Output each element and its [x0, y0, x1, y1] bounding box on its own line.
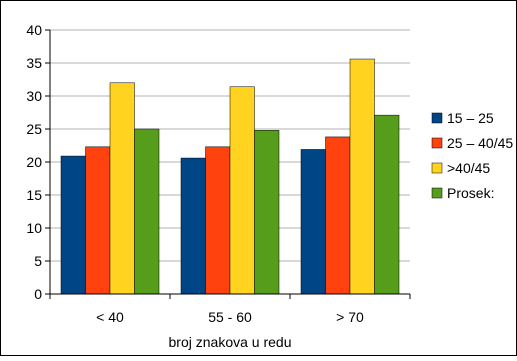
- bar: [134, 128, 160, 295]
- x-tick-labels: < 40 55 - 60 > 70: [96, 309, 364, 325]
- bar: [254, 130, 280, 295]
- y-tick-label: 35: [26, 55, 42, 71]
- bar: [325, 136, 351, 295]
- bar: [349, 58, 375, 295]
- bar: [180, 157, 206, 295]
- y-tick-label: 0: [34, 286, 42, 302]
- y-tick-label: 20: [26, 154, 42, 170]
- legend-swatch: [431, 112, 443, 124]
- bar: [300, 149, 326, 295]
- y-tick-label: 10: [26, 220, 42, 236]
- y-tick-label: 40: [26, 22, 42, 38]
- bar: [374, 114, 400, 295]
- y-tick-label: 15: [26, 187, 42, 203]
- axes: [45, 29, 411, 299]
- legend-swatch: [431, 187, 443, 199]
- x-tick-label: < 40: [96, 309, 124, 325]
- y-tick-label: 25: [26, 121, 42, 137]
- x-tick-label: 55 - 60: [208, 309, 252, 325]
- legend-label: 15 – 25: [447, 110, 494, 126]
- legend: 15 – 25 25 – 40/45 >40/45 Prosek:: [431, 110, 513, 201]
- legend-label: Prosek:: [447, 185, 494, 201]
- bar: [60, 155, 86, 295]
- y-tick-labels: 0 5 10 15 20 25 30 35 40: [26, 22, 42, 302]
- x-axis-label: broj znakova u redu: [169, 334, 292, 350]
- bar: [205, 146, 231, 295]
- bars: [60, 58, 400, 295]
- y-tick-label: 5: [34, 253, 42, 269]
- bar: [229, 86, 255, 295]
- x-tick-label: > 70: [336, 309, 364, 325]
- bar: [85, 146, 111, 295]
- legend-swatch: [431, 137, 443, 149]
- legend-label: >40/45: [447, 160, 490, 176]
- legend-swatch: [431, 162, 443, 174]
- bar: [109, 82, 135, 295]
- legend-label: 25 – 40/45: [447, 135, 513, 151]
- y-tick-label: 30: [26, 88, 42, 104]
